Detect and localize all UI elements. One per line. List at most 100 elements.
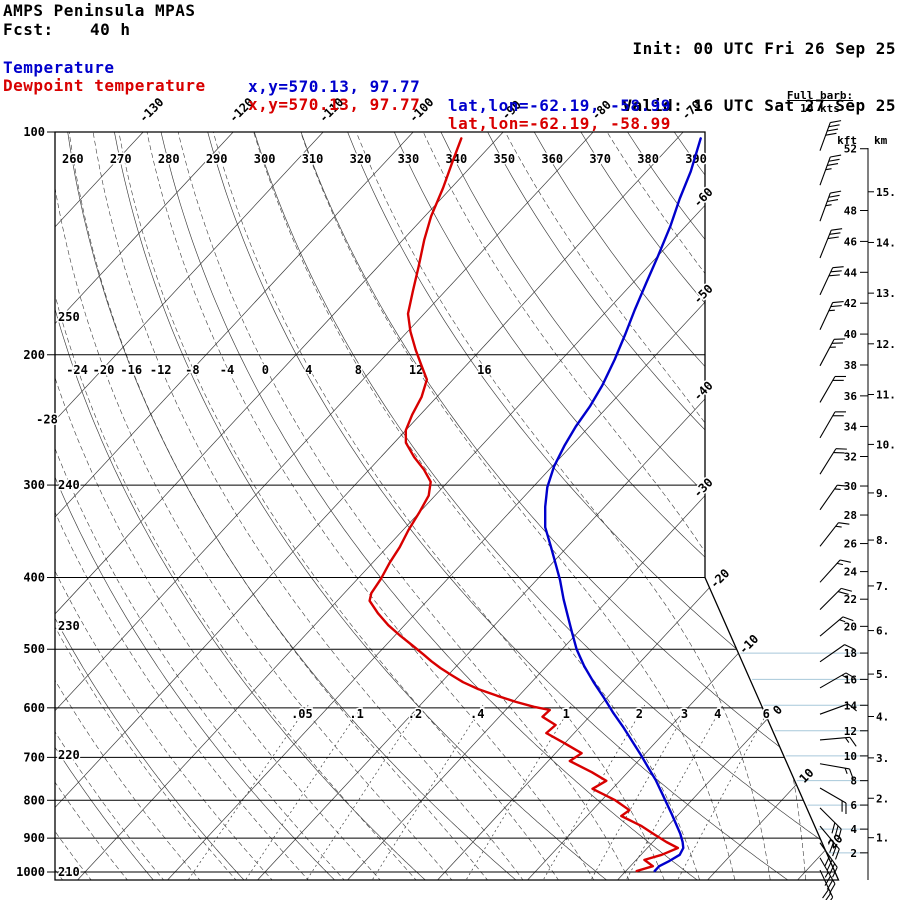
series-name: Dewpoint temperature xyxy=(3,76,206,95)
svg-text:32: 32 xyxy=(844,450,857,463)
svg-text:34: 34 xyxy=(844,420,858,433)
valid-line: Valid: 16 UTC Sat 27 Sep 25 xyxy=(622,96,896,115)
svg-text:18: 18 xyxy=(844,647,857,660)
svg-text:22: 22 xyxy=(844,593,857,606)
svg-text:15.: 15. xyxy=(876,186,896,199)
forecast-value: 40 h xyxy=(90,20,131,39)
svg-text:kft: kft xyxy=(837,134,857,147)
svg-text:16: 16 xyxy=(477,363,491,377)
svg-text:9.: 9. xyxy=(876,487,889,500)
svg-text:290: 290 xyxy=(206,152,228,166)
svg-text:38: 38 xyxy=(844,359,857,372)
svg-text:8.: 8. xyxy=(876,534,889,547)
svg-text:48: 48 xyxy=(844,205,857,218)
svg-text:12: 12 xyxy=(844,725,857,738)
svg-text:3.: 3. xyxy=(876,752,889,765)
barb-legend-value: 10 kts xyxy=(800,102,840,115)
svg-text:300: 300 xyxy=(23,478,45,492)
series-xy: x,y=570.13, 97.77 xyxy=(248,95,421,114)
svg-text:16: 16 xyxy=(844,673,858,686)
init-line: Init: 00 UTC Fri 26 Sep 25 xyxy=(622,39,896,58)
svg-text:24: 24 xyxy=(844,566,858,579)
svg-text:600: 600 xyxy=(23,701,45,715)
barb-legend-title: Full barb: xyxy=(786,89,854,102)
svg-text:14.: 14. xyxy=(876,236,896,249)
svg-text:44: 44 xyxy=(844,266,858,279)
svg-text:310: 310 xyxy=(302,152,324,166)
svg-text:6: 6 xyxy=(763,707,770,721)
legend-dewpoint: Dewpoint temperature x,y=570.13, 97.77 l… xyxy=(0,57,900,133)
svg-text:4: 4 xyxy=(850,823,857,836)
svg-text:250: 250 xyxy=(58,310,80,324)
svg-text:4: 4 xyxy=(305,363,312,377)
svg-text:-24: -24 xyxy=(66,363,88,377)
svg-text:-12: -12 xyxy=(150,363,172,377)
forecast-label: Fcst: xyxy=(3,20,54,39)
svg-text:230: 230 xyxy=(58,619,80,633)
svg-text:0: 0 xyxy=(770,703,785,718)
svg-text:370: 370 xyxy=(589,152,611,166)
svg-text:280: 280 xyxy=(158,152,180,166)
svg-text:.4: .4 xyxy=(470,707,484,721)
svg-text:900: 900 xyxy=(23,831,45,845)
svg-text:1.: 1. xyxy=(876,832,889,845)
svg-text:6: 6 xyxy=(850,799,857,812)
svg-text:-16: -16 xyxy=(120,363,142,377)
svg-text:-20: -20 xyxy=(93,363,115,377)
svg-text:330: 330 xyxy=(398,152,420,166)
svg-text:13.: 13. xyxy=(876,287,896,300)
svg-text:-28: -28 xyxy=(36,413,58,427)
svg-text:14: 14 xyxy=(844,699,858,712)
svg-text:8: 8 xyxy=(355,363,362,377)
svg-text:-4: -4 xyxy=(220,363,234,377)
svg-text:800: 800 xyxy=(23,793,45,807)
svg-text:-30: -30 xyxy=(691,475,716,500)
barb-legend: Full barb: 10 kts xyxy=(775,89,865,115)
valid-label: Valid: xyxy=(622,96,684,115)
init-label: Init: xyxy=(632,39,684,58)
svg-text:5.: 5. xyxy=(876,668,889,681)
svg-text:210: 210 xyxy=(58,865,80,879)
svg-text:100: 100 xyxy=(23,125,45,139)
svg-text:380: 380 xyxy=(637,152,659,166)
svg-text:4.: 4. xyxy=(876,710,889,723)
svg-text:6.: 6. xyxy=(876,625,889,638)
svg-text:400: 400 xyxy=(23,571,45,585)
svg-text:240: 240 xyxy=(58,478,80,492)
svg-text:2: 2 xyxy=(636,707,643,721)
svg-text:1000: 1000 xyxy=(16,865,45,879)
series-xy: x,y=570.13, 97.77 xyxy=(248,77,421,96)
svg-text:20: 20 xyxy=(844,620,857,633)
svg-text:-130: -130 xyxy=(136,95,166,125)
svg-text:220: 220 xyxy=(58,748,80,762)
init-value: 00 UTC Fri 26 Sep 25 xyxy=(693,39,896,58)
svg-text:7.: 7. xyxy=(876,580,889,593)
svg-text:30: 30 xyxy=(844,480,857,493)
svg-text:40: 40 xyxy=(844,328,857,341)
init-valid-block: Init: 00 UTC Fri 26 Sep 25 Valid: 16 UTC… xyxy=(622,1,896,153)
svg-text:260: 260 xyxy=(62,152,84,166)
svg-text:26: 26 xyxy=(844,538,858,551)
svg-text:km: km xyxy=(874,134,888,147)
svg-text:2: 2 xyxy=(850,847,857,860)
svg-text:320: 320 xyxy=(350,152,372,166)
svg-text:42: 42 xyxy=(844,297,857,310)
svg-text:2.: 2. xyxy=(876,792,889,805)
series-latlon: lat,lon=-62.19, -58.99 xyxy=(448,96,671,115)
svg-text:390: 390 xyxy=(685,152,707,166)
svg-text:.2: .2 xyxy=(408,707,422,721)
svg-text:28: 28 xyxy=(844,509,857,522)
valid-value: 16 UTC Sat 27 Sep 25 xyxy=(693,96,896,115)
model-title: AMPS Peninsula MPAS xyxy=(3,1,196,20)
svg-text:11.: 11. xyxy=(876,388,896,401)
svg-text:36: 36 xyxy=(844,390,858,403)
svg-text:3: 3 xyxy=(681,707,688,721)
svg-text:8: 8 xyxy=(850,775,857,788)
svg-text:300: 300 xyxy=(254,152,276,166)
svg-text:270: 270 xyxy=(110,152,132,166)
series-latlon: lat,lon=-62.19, -58.99 xyxy=(448,114,671,133)
series-name: Temperature xyxy=(3,58,115,77)
svg-text:0: 0 xyxy=(262,363,269,377)
